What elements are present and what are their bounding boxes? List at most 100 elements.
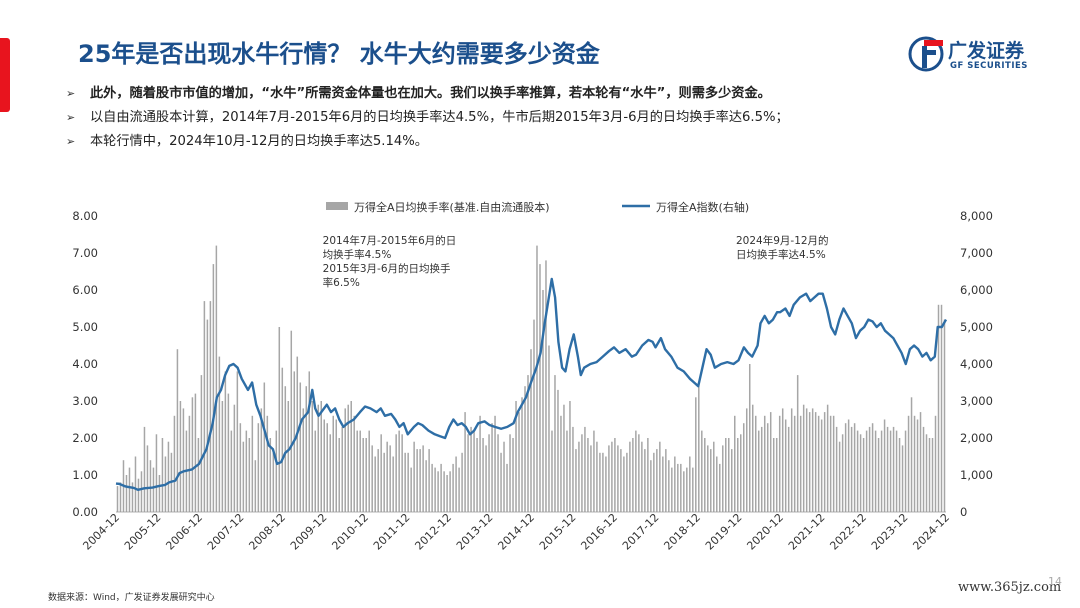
- slide-accent-tab: [0, 38, 10, 112]
- turnover-bar: [772, 438, 775, 512]
- turnover-bar: [437, 471, 439, 512]
- turnover-bar: [278, 327, 281, 512]
- turnover-bar: [569, 401, 571, 512]
- turnover-bar: [698, 386, 700, 512]
- turnover-bar: [638, 434, 640, 512]
- turnover-bar: [677, 463, 679, 512]
- turnover-bar: [940, 304, 943, 512]
- turnover-bar: [877, 438, 880, 512]
- turnover-bar: [799, 415, 802, 512]
- turnover-bar: [368, 430, 370, 512]
- turnover-bar: [482, 438, 484, 512]
- turnover-bar: [305, 386, 308, 512]
- bullet-text: 本轮行情中，2024年10月-12月的日均换手率达5.14%。: [90, 134, 428, 149]
- turnover-bar: [416, 449, 418, 512]
- turnover-bar: [302, 408, 305, 512]
- turnover-bar: [754, 415, 757, 512]
- turnover-bar: [629, 441, 631, 512]
- turnover-bar: [928, 438, 931, 512]
- turnover-bar: [317, 404, 320, 512]
- turnover-bar: [659, 441, 661, 512]
- turnover-bar: [635, 430, 637, 512]
- turnover-bar: [838, 441, 841, 512]
- chart-annotation-line: 均换手率4.5%: [323, 248, 392, 261]
- y-right-tick-label: 8,000: [960, 209, 993, 223]
- legend-line-label: 万得全A指数(右轴): [656, 200, 749, 214]
- turnover-bar: [443, 471, 445, 512]
- turnover-bar: [161, 438, 164, 512]
- turnover-bar: [467, 434, 469, 512]
- turnover-bar: [236, 371, 239, 512]
- turnover-bar: [407, 452, 409, 512]
- turnover-bar: [350, 401, 352, 512]
- turnover-bar: [221, 401, 224, 512]
- turnover-bar: [332, 415, 334, 512]
- turnover-bar: [889, 430, 892, 512]
- turnover-bar: [734, 415, 736, 512]
- turnover-bar: [380, 434, 382, 512]
- turnover-bar: [623, 456, 625, 512]
- turnover-bar: [725, 438, 727, 512]
- x-tick-label: 2013-12: [454, 511, 496, 553]
- turnover-bar: [865, 430, 868, 512]
- turnover-bar: [647, 438, 649, 512]
- turnover-bar: [686, 467, 688, 512]
- watermark: www.365jz.com: [958, 580, 1062, 595]
- turnover-bar: [287, 401, 290, 512]
- logo-name-en: GF SECURITIES: [950, 61, 1028, 71]
- data-source: 数据来源：Wind，广发证券发展研究中心: [48, 593, 215, 603]
- turnover-bar: [554, 375, 556, 512]
- y-left-tick-label: 6.00: [72, 283, 98, 297]
- turnover-bar: [494, 415, 496, 512]
- turnover-bar: [308, 371, 311, 512]
- turnover-bar: [452, 463, 454, 512]
- turnover-bar: [680, 463, 682, 512]
- chart-annotation-line: 2015年3月-6月的日均换手: [323, 262, 451, 275]
- x-tick-label: 2017-12: [620, 511, 662, 553]
- turnover-bar: [194, 393, 197, 512]
- turnover-bar: [886, 426, 889, 512]
- turnover-bar: [808, 412, 811, 512]
- turnover-bar: [910, 397, 913, 512]
- x-tick-label: 2005-12: [122, 511, 164, 553]
- turnover-bar: [683, 471, 685, 512]
- turnover-bar: [512, 438, 514, 512]
- turnover-bar: [527, 375, 529, 512]
- chart-annotation-line: 日均换手率达4.5%: [736, 248, 826, 261]
- turnover-bar: [584, 426, 586, 512]
- turnover-bar: [419, 449, 421, 512]
- turnover-bar: [572, 426, 574, 512]
- turnover-bar: [224, 371, 227, 512]
- bullet-item: ➢ 此外，随着股市市值的增加，“水牛”所需资金体量也在加大。我们以换手率推算，若…: [66, 86, 1026, 102]
- turnover-bar: [410, 467, 412, 512]
- legend-bar-label: 万得全A日均换手率(基准.自由流通股本): [354, 200, 550, 214]
- turnover-bar: [473, 430, 475, 512]
- turnover-bar: [365, 438, 367, 512]
- turnover-bar: [922, 426, 925, 512]
- turnover-bar: [488, 434, 490, 512]
- turnover-bar: [689, 456, 691, 512]
- y-left-tick-label: 1.00: [72, 468, 98, 482]
- turnover-bar: [446, 475, 448, 512]
- turnover-bar: [179, 401, 182, 512]
- turnover-bar: [401, 434, 403, 512]
- turnover-bar: [371, 445, 373, 512]
- x-tick-label: 2022-12: [827, 511, 869, 553]
- turnover-bar: [323, 419, 325, 512]
- turnover-bar: [521, 397, 523, 512]
- turnover-bar: [599, 452, 601, 512]
- turnover-bar: [656, 449, 658, 512]
- turnover-bar: [919, 412, 922, 512]
- turnover-bar: [605, 456, 607, 512]
- turnover-bar: [497, 434, 499, 512]
- turnover-bar: [614, 438, 616, 512]
- turnover-bar: [563, 404, 565, 512]
- turnover-bar: [665, 449, 667, 512]
- turnover-index-chart: 万得全A日均换手率(基准.自由流通股本) 万得全A指数(右轴) 0.00 1.00 2.…: [72, 200, 993, 553]
- chart-annotation-line: 2024年9月-12月的: [736, 234, 829, 247]
- turnover-bar: [152, 467, 155, 512]
- turnover-bar: [740, 434, 742, 512]
- turnover-bar: [757, 430, 760, 512]
- turnover-bar: [719, 463, 721, 512]
- turnover-bar: [931, 438, 934, 512]
